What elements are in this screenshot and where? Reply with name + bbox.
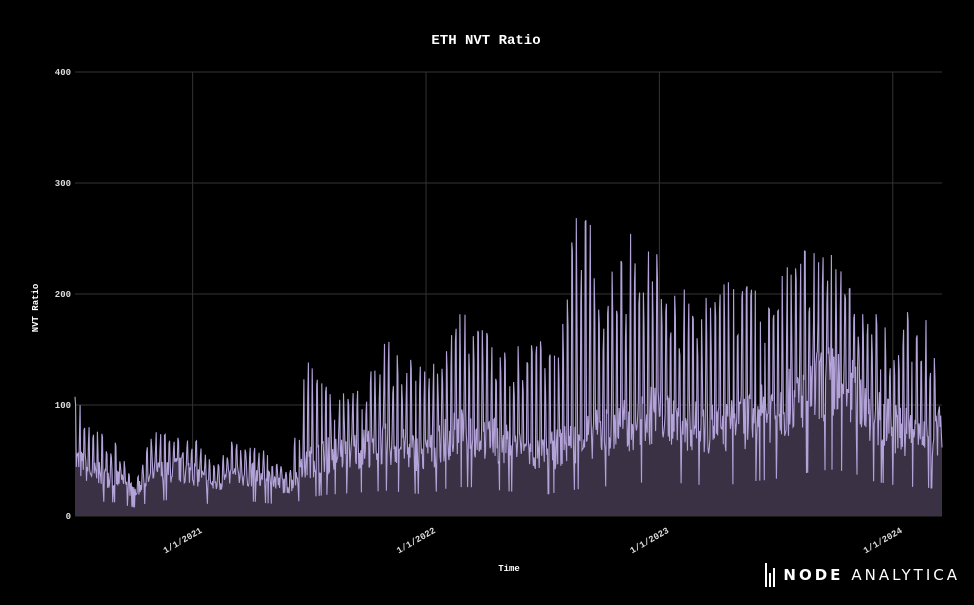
y-tick-label: 100 bbox=[55, 401, 71, 411]
brand-name-bold: NODE bbox=[783, 566, 844, 584]
y-tick-label: 0 bbox=[66, 512, 71, 522]
brand-name-light: ANALYTICA bbox=[851, 566, 960, 584]
y-tick-label: 200 bbox=[55, 290, 71, 300]
x-tick-label: 1/1/2021 bbox=[162, 526, 205, 557]
y-tick-label: 300 bbox=[55, 179, 71, 189]
x-tick-label: 1/1/2023 bbox=[628, 526, 670, 556]
node-analytica-logo-icon bbox=[765, 563, 777, 587]
y-axis-label: NVT Ratio bbox=[31, 284, 41, 333]
x-axis-ticks: 1/1/2021 1/1/2022 1/1/2023 1/1/2024 bbox=[162, 526, 905, 557]
y-axis-ticks: 0 100 200 300 400 bbox=[55, 68, 71, 522]
chart-title: ETH NVT Ratio bbox=[431, 33, 540, 49]
nvt-series-line bbox=[74, 218, 943, 508]
x-axis-label: Time bbox=[498, 564, 520, 574]
x-tick-label: 1/1/2022 bbox=[395, 526, 437, 556]
plot-area bbox=[74, 218, 943, 516]
brand-logo: NODE ANALYTICA bbox=[765, 563, 960, 587]
x-tick-label: 1/1/2024 bbox=[862, 526, 905, 557]
grid-lines bbox=[75, 71, 942, 517]
y-tick-label: 400 bbox=[55, 68, 71, 78]
